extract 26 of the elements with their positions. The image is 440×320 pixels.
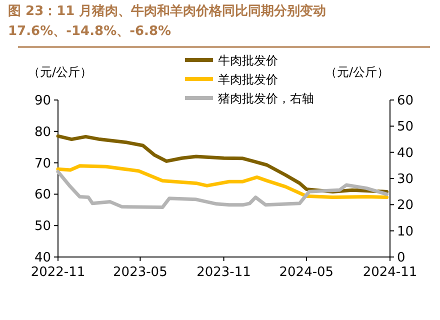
y-tick-label: 70 <box>34 156 51 172</box>
x-tick-label: 2023-05 <box>113 265 168 280</box>
y2-tick-label: 20 <box>397 198 414 214</box>
y2-tick-label: 10 <box>397 224 414 240</box>
x-tick-label: 2024-11 <box>362 265 418 280</box>
line-series <box>56 170 389 210</box>
y2-tick-label: 60 <box>397 94 414 108</box>
y-tick-label: 50 <box>34 219 51 234</box>
legend-label: 猪肉批发价，右轴 <box>218 92 314 106</box>
legend-label: 牛肉批发价 <box>218 54 278 68</box>
x-tick-label: 2023-11 <box>196 265 251 280</box>
y-tick-label: 80 <box>34 124 51 140</box>
y2-axis-title: （元/公斤） <box>325 65 390 79</box>
y2-tick-label: 50 <box>397 120 414 135</box>
x-tick-label: 2022-11 <box>30 265 86 280</box>
y2-tick-label: 0 <box>397 250 406 266</box>
y2-tick-label: 40 <box>397 146 414 161</box>
y-tick-label: 90 <box>34 94 51 108</box>
x-tick-label: 2024-05 <box>279 265 334 280</box>
chart-title: 图 23：11 月猪肉、牛肉和羊肉价格同比同期分别变动 17.6%、-14.8%、-6.8% <box>8 2 328 41</box>
legend-label: 羊肉批发价 <box>218 72 278 86</box>
line-series <box>56 164 389 200</box>
y-axis-title: （元/公斤） <box>28 65 92 79</box>
y-tick-label: 60 <box>34 188 51 203</box>
y-tick-label: 40 <box>34 250 51 266</box>
y2-tick-label: 30 <box>397 172 414 187</box>
